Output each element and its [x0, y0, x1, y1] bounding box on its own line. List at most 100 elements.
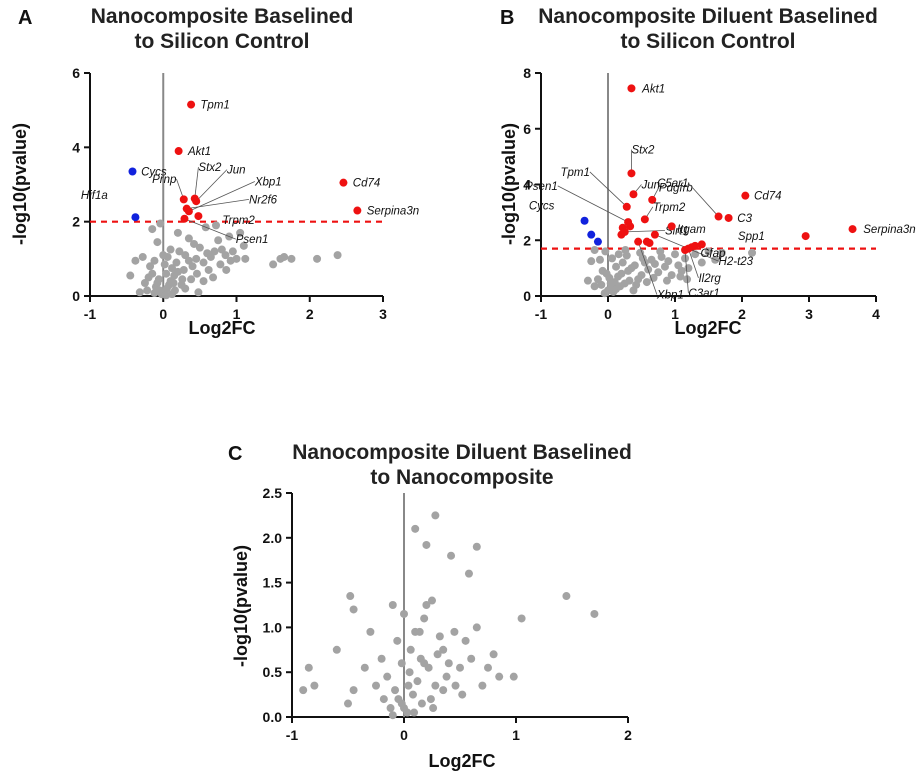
panel-a-leader-psen1 — [184, 218, 236, 240]
panel-c-y-tick-label: 0.5 — [263, 664, 283, 680]
panel-b-title-line-1: Nanocomposite Diluent Baselined — [538, 5, 878, 28]
panel-a-leader-jun — [195, 169, 228, 202]
panel-a-point-ns — [135, 288, 144, 297]
panel-b-x-axis-label: Log2FC — [675, 318, 742, 338]
panel-a-point-ns — [184, 234, 193, 243]
panel-a-point-ns — [199, 277, 208, 286]
panel-c-point-ns — [405, 668, 414, 677]
panel-c-point-ns — [458, 690, 467, 699]
panel-b-point-c5ar1 — [714, 212, 723, 221]
panel-b-gene-label-c3ar1: C3ar1 — [688, 288, 719, 300]
panel-a-gene-label-hif1a: Hif1a — [81, 190, 108, 202]
panel-a-point-ns — [269, 260, 278, 269]
panel-c-point-ns — [517, 614, 526, 623]
panel-b-point-ns — [601, 247, 610, 256]
panel-a-point-ns — [187, 275, 196, 284]
panel-c-point-ns — [410, 708, 419, 717]
panel-b-leader-xbp1 — [637, 241, 658, 295]
panel-a-point-ns — [181, 284, 190, 293]
panel-a-point-ns — [192, 254, 201, 263]
panel-b-point-ns — [637, 271, 646, 280]
panel-a-point-ns — [169, 278, 178, 287]
panel-b-point-serpina3n — [848, 225, 857, 234]
panel-a-point-trpm2 — [194, 212, 203, 221]
panel-a-gene-label-serpina3n: Serpina3n — [367, 206, 419, 218]
panel-b-point-ns — [697, 258, 706, 267]
panel-c-point-ns — [429, 704, 438, 713]
panel-a-point-ns — [150, 289, 159, 298]
panel-b-point-ns — [595, 255, 604, 264]
panel-c-point-ns — [420, 614, 429, 623]
panel-a-point-ns — [199, 258, 208, 267]
panel-c-point-ns — [467, 654, 476, 663]
panel-b-leader-tpm1 — [589, 171, 628, 208]
panel-b-gene-label-stx2: Stx2 — [631, 145, 655, 157]
panel-a-y-tick-label: 4 — [72, 139, 80, 155]
panel-b-point-ns — [616, 282, 625, 291]
panel-b-gene-label-jun: Jun — [641, 180, 661, 192]
panel-a-point-ns — [170, 286, 179, 295]
panel-a-point-ns — [241, 254, 250, 263]
panel-c-point-ns — [377, 654, 386, 663]
panel-b-gene-label-xbp1: Xbp1 — [656, 290, 684, 302]
panel-b-leader-sirt1 — [624, 230, 665, 233]
panel-a-point-ns — [150, 256, 159, 265]
panel-b-point-ns — [650, 259, 659, 268]
panel-c-point-ns — [379, 695, 388, 704]
panel-a-point-ns — [236, 228, 245, 237]
panel-a-point-ns — [333, 251, 342, 260]
panel-a-x-axis-label: Log2FC — [189, 318, 256, 338]
panel-c-point-ns — [495, 672, 504, 681]
panel-b-point-ns — [654, 268, 663, 277]
panel-a-point-ns — [143, 286, 152, 295]
panel-b-x-tick-label: 4 — [872, 306, 880, 322]
panel-b-point-ns — [632, 280, 641, 289]
panel-b-point-ns — [656, 247, 665, 256]
panel-a-x-tick-label: 1 — [233, 306, 241, 322]
panel-b-point-xbp1 — [634, 237, 643, 246]
panel-c-point-ns — [388, 711, 397, 720]
panel-c-point-ns — [431, 511, 440, 520]
panel-b-point-ns — [642, 278, 651, 287]
panel-a-point-ns — [148, 225, 157, 234]
panel-b-point-spp1 — [801, 232, 810, 241]
panel-a: A Nanocomposite Baselined to Silicon Con… — [10, 5, 419, 338]
panel-c-point-ns — [299, 686, 308, 695]
panel-b-point-ns — [662, 276, 671, 285]
panel-b-point-ns — [608, 254, 617, 263]
panel-b-point-up — [645, 239, 654, 248]
panel-a-point-cycs — [128, 167, 137, 176]
panel-b-gene-label-cycs: Cycs — [529, 200, 555, 212]
panel-b-point-jun — [629, 190, 638, 199]
panel-c-point-ns — [435, 632, 444, 641]
panel-a-point-ns — [131, 256, 140, 265]
panel-b-x-tick-label: 1 — [671, 306, 679, 322]
panel-letter-b: B — [500, 7, 514, 29]
panel-c-point-ns — [310, 681, 319, 690]
panel-b-point-down — [593, 237, 602, 246]
panel-c-y-axis-label: -log10(pvalue) — [231, 545, 251, 667]
panel-c-x-tick-label: -1 — [286, 727, 299, 743]
panel-c-point-ns — [415, 627, 424, 636]
panel-c-point-ns — [332, 645, 341, 654]
panel-b-gene-label-spp1: Spp1 — [738, 231, 765, 243]
panel-c-point-ns — [461, 636, 470, 645]
panel-c-title-line-2: to Nanocomposite — [370, 466, 553, 489]
panel-b-point-gfap — [691, 241, 700, 250]
panel-a-gene-label-nr2f6: Nr2f6 — [249, 194, 278, 206]
panel-c-point-ns — [349, 605, 358, 614]
panel-c-point-ns — [472, 542, 481, 551]
panel-c-point-ns — [590, 609, 599, 618]
panel-b-point-ns — [590, 282, 599, 291]
panel-a-x-tick-label: -1 — [84, 306, 97, 322]
panel-letter-c: C — [228, 443, 242, 465]
panel-a-point-ns — [159, 251, 168, 260]
panel-a-point-ns — [160, 260, 169, 269]
panel-a-x-tick-label: 0 — [159, 306, 167, 322]
panel-b-point-cd74 — [741, 191, 750, 200]
panel-b-point-down — [587, 230, 596, 239]
panel-b-gene-label-c5ar1: C5ar1 — [657, 178, 688, 190]
panel-c-point-ns — [413, 677, 422, 686]
panel-b-y-tick-label: 2 — [523, 232, 531, 248]
panel-c-point-ns — [562, 592, 571, 601]
